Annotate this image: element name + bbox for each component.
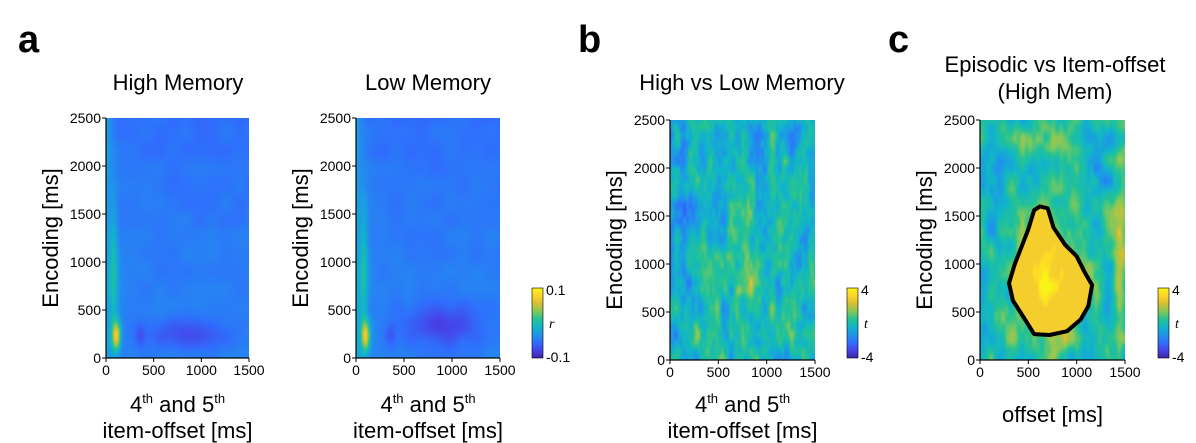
heatmap-image (106, 118, 249, 358)
colorbar-unit-label: t (1175, 317, 1180, 332)
x-tick-label: 1500 (799, 364, 830, 380)
y-tick-label: 2000 (70, 158, 101, 174)
x-tick-label: 1000 (751, 364, 782, 380)
y-tick-label: 1500 (320, 206, 351, 222)
ordinal-suffix: th (214, 391, 225, 406)
colorbar-unit-label: r (549, 317, 555, 332)
x-tick-label: 1500 (233, 362, 264, 378)
panel-letter-b: b (578, 19, 601, 61)
x-tick-label: 1500 (1109, 364, 1140, 380)
ordinal-suffix: th (393, 391, 404, 406)
y-tick-label: 2000 (944, 160, 975, 176)
colorbar-min-label: -0.1 (546, 349, 570, 365)
y-axis-label: Encoding [ms] (38, 168, 63, 307)
x-tick-label: 0 (666, 364, 674, 380)
colorbar-min-label: -4 (861, 349, 874, 365)
x-axis-label-line1: 4th and 5th (130, 391, 225, 417)
x-tick-label: 500 (142, 362, 166, 378)
x-tick-label: 0 (976, 364, 984, 380)
y-tick-label: 1500 (634, 208, 665, 224)
y-tick-label: 2500 (70, 110, 101, 126)
y-tick-label: 500 (78, 302, 102, 318)
x-tick-label: 0 (102, 362, 110, 378)
x-axis-label: offset [ms] (1002, 402, 1103, 427)
x-axis-label-line1: 4th and 5th (380, 391, 475, 417)
y-tick-label: 1000 (70, 254, 101, 270)
colorbar-max-label: 4 (1172, 282, 1180, 298)
chart-panel-2: Low Memory 0 500 1000 1500 2000 2500 0 500 1000 15… (288, 70, 516, 443)
y-tick-label: 1000 (320, 254, 351, 270)
chart-title: Low Memory (365, 70, 491, 95)
x-tick-label: 1000 (1061, 364, 1092, 380)
heatmap-image (980, 120, 1125, 360)
colorbar-max-label: 4 (861, 282, 869, 298)
y-tick-label: 0 (967, 352, 975, 368)
x-axis-label-line2: item-offset [ms] (668, 418, 818, 443)
y-tick-label: 0 (657, 352, 665, 368)
x-label-text: 4 (695, 392, 707, 417)
significant-cluster-contour (1007, 204, 1095, 337)
chart-title: High vs Low Memory (639, 70, 844, 95)
chart-panel-4: Episodic vs Item-offset(High Mem) 0 500 100… (912, 52, 1185, 427)
colorbar (846, 287, 859, 359)
y-tick-label: 0 (93, 350, 101, 366)
y-tick-label: 1500 (70, 206, 101, 222)
chart-title: High Memory (113, 70, 244, 95)
y-tick-label: 2000 (320, 158, 351, 174)
y-tick-label: 500 (642, 304, 666, 320)
x-axis-label-line2: item-offset [ms] (103, 418, 253, 443)
x-label-text: 4 (380, 392, 392, 417)
colorbar-max-label: 0.1 (546, 282, 566, 298)
x-tick-label: 1500 (484, 362, 515, 378)
y-tick-label: 2500 (320, 110, 351, 126)
x-axis-label-line1: 4th and 5th (695, 391, 790, 417)
ordinal-suffix: th (779, 391, 790, 406)
y-tick-label: 500 (952, 304, 976, 320)
heatmap-image (670, 120, 815, 360)
x-tick-label: 0 (352, 362, 360, 378)
heatmap-image (356, 118, 500, 358)
ordinal-suffix: th (707, 391, 718, 406)
y-tick-label: 0 (343, 350, 351, 366)
colorbar-unit-label: t (864, 317, 869, 332)
y-axis-label: Encoding [ms] (288, 168, 313, 307)
x-label-text: 4 (130, 392, 142, 417)
chart-title-line: (High Mem) (998, 79, 1113, 104)
x-tick-label: 500 (707, 364, 731, 380)
y-tick-label: 2500 (634, 112, 665, 128)
x-tick-label: 1000 (186, 362, 217, 378)
chart-panel-1: High Memory 0 500 1000 1500 2000 2500 0 500 1000 1… (38, 70, 570, 443)
ordinal-suffix: th (142, 391, 153, 406)
y-axis-label: Encoding [ms] (912, 170, 937, 309)
y-tick-label: 2000 (634, 160, 665, 176)
colorbar (531, 287, 544, 359)
y-axis-label: Encoding [ms] (602, 170, 627, 309)
ordinal-suffix: th (465, 391, 476, 406)
x-tick-label: 1000 (436, 362, 467, 378)
x-label-text: and 5 (404, 392, 465, 417)
chart-panel-3: High vs Low Memory 0 500 1000 1500 2000 2500 0 5… (602, 70, 874, 443)
y-tick-label: 500 (328, 302, 352, 318)
x-label-text: and 5 (718, 392, 779, 417)
x-tick-label: 500 (1017, 364, 1041, 380)
y-tick-label: 1000 (944, 256, 975, 272)
colorbar (1157, 287, 1170, 359)
panel-letter-a: a (18, 19, 40, 61)
x-axis-label-line2: item-offset [ms] (353, 418, 503, 443)
x-tick-label: 500 (392, 362, 416, 378)
colorbar-min-label: -4 (1172, 349, 1185, 365)
chart-title-line: Episodic vs Item-offset (945, 52, 1166, 77)
y-tick-label: 1000 (634, 256, 665, 272)
x-label-text: and 5 (153, 392, 214, 417)
y-tick-label: 1500 (944, 208, 975, 224)
panel-letter-c: c (888, 19, 909, 61)
y-tick-label: 2500 (944, 112, 975, 128)
